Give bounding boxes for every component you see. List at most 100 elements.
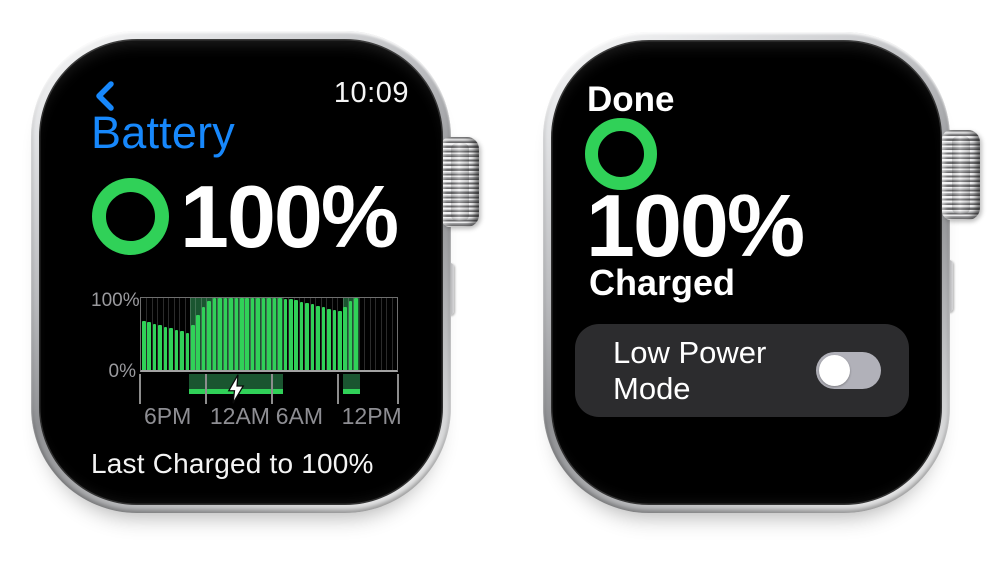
chart-bar xyxy=(278,298,282,370)
gridline xyxy=(271,298,273,370)
gridline xyxy=(179,298,181,370)
gridline xyxy=(358,298,360,370)
chart-bar xyxy=(234,298,239,370)
chart-bar xyxy=(207,300,211,370)
digital-crown xyxy=(942,130,980,220)
gridline xyxy=(239,298,241,370)
gridline xyxy=(277,298,279,370)
gridline xyxy=(298,298,300,370)
gridline xyxy=(190,298,192,370)
gridline xyxy=(200,298,202,370)
page-title: Battery xyxy=(91,107,235,158)
battery-percent-value: 100% xyxy=(180,167,399,266)
chart-bar xyxy=(223,298,228,370)
chart-bar xyxy=(169,328,173,370)
gridline xyxy=(249,298,251,370)
gridline xyxy=(386,298,388,370)
gridline xyxy=(228,298,230,370)
charging-period-strip xyxy=(343,389,360,394)
chart-bar xyxy=(321,307,326,370)
x-axis-tick xyxy=(204,374,207,404)
battery-chart-ticks xyxy=(139,374,399,404)
battery-chart-plot xyxy=(140,297,398,372)
gridline xyxy=(217,298,219,370)
x-axis-tick xyxy=(270,374,273,404)
battery-history-chart: 100% 0% 6PM 12AM 6AM 12PM xyxy=(91,290,403,429)
chart-bar xyxy=(185,332,190,370)
chart-bar xyxy=(218,298,222,370)
chart-bar xyxy=(212,298,217,370)
back-chevron-icon[interactable] xyxy=(93,81,117,111)
low-power-mode-row[interactable]: Low Power Mode xyxy=(575,324,909,417)
chart-bar xyxy=(288,299,293,370)
chart-bar xyxy=(158,325,162,370)
apple-watch-right: Done 100% Charged Low Power Mode xyxy=(543,32,980,513)
gridline xyxy=(233,298,235,370)
chart-bar xyxy=(310,304,315,370)
chart-bar xyxy=(294,300,299,370)
gridline xyxy=(293,298,295,370)
gridline xyxy=(282,298,284,370)
chart-bar xyxy=(316,305,320,370)
gridline xyxy=(222,298,224,370)
low-power-mode-label: Low Power Mode xyxy=(613,335,767,406)
chart-bar xyxy=(354,298,358,370)
chart-bar xyxy=(272,298,277,370)
battery-percent-row: 100% xyxy=(92,167,399,266)
gridline xyxy=(157,298,159,370)
gridline xyxy=(162,298,164,370)
done-button[interactable]: Done xyxy=(587,80,675,119)
chart-bar xyxy=(201,306,206,370)
chart-bar xyxy=(147,322,151,370)
gridline xyxy=(375,298,377,370)
gridline xyxy=(255,298,257,370)
chart-bar xyxy=(180,331,184,370)
gridline xyxy=(391,298,393,370)
gridline xyxy=(315,298,317,370)
gridline xyxy=(168,298,170,370)
charging-period-underline xyxy=(343,374,360,389)
chart-bar xyxy=(261,298,266,370)
chart-bar xyxy=(239,298,244,370)
lightning-bolt-icon xyxy=(227,374,245,404)
digital-crown xyxy=(441,137,479,227)
chart-bar xyxy=(332,309,337,370)
charged-splash-screen: Done 100% Charged Low Power Mode xyxy=(575,80,915,505)
watch-screen: 10:09 Battery 100% 100% 0% 6PM 12AM 6AM 12P… xyxy=(39,39,443,505)
charged-label: Charged xyxy=(589,262,736,303)
chart-bar xyxy=(229,298,233,370)
chart-bar xyxy=(327,308,331,370)
gridline xyxy=(369,298,371,370)
gridline xyxy=(146,298,148,370)
x-axis-label: 12PM xyxy=(341,403,402,429)
status-bar-time: 10:09 xyxy=(333,77,409,109)
chart-bar xyxy=(152,323,157,370)
low-power-toggle[interactable] xyxy=(816,352,881,389)
gridline xyxy=(244,298,246,370)
chart-bar xyxy=(190,325,195,370)
chart-bar xyxy=(174,329,179,370)
gridline xyxy=(353,298,355,370)
battery-percent-value: 100% xyxy=(586,176,805,275)
gridline xyxy=(195,298,197,370)
chart-bar xyxy=(245,298,249,370)
chart-bar xyxy=(256,298,260,370)
apple-watch-left: 10:09 Battery 100% 100% 0% 6PM 12AM 6AM 12P… xyxy=(31,31,479,513)
gridline xyxy=(326,298,328,370)
chart-bar xyxy=(283,298,288,370)
y-axis-label-top: 100% xyxy=(91,290,140,311)
last-charged-text: Last Charged to 100% xyxy=(91,448,374,479)
x-axis-tick xyxy=(139,374,141,404)
battery-settings-screen: 10:09 Battery 100% 100% 0% 6PM 12AM 6AM 12P… xyxy=(91,77,411,503)
watch-screen: Done 100% Charged Low Power Mode xyxy=(551,40,942,505)
gridline xyxy=(211,298,213,370)
chart-bar xyxy=(163,326,168,370)
chart-bar xyxy=(196,315,200,370)
battery-chart-xlabels: 6PM 12AM 6AM 12PM xyxy=(140,403,402,429)
chart-bar xyxy=(305,303,309,370)
chart-bar xyxy=(267,298,271,370)
x-axis-tick xyxy=(336,374,339,404)
x-axis-label: 6AM xyxy=(275,403,324,429)
battery-ring-icon xyxy=(92,178,169,256)
